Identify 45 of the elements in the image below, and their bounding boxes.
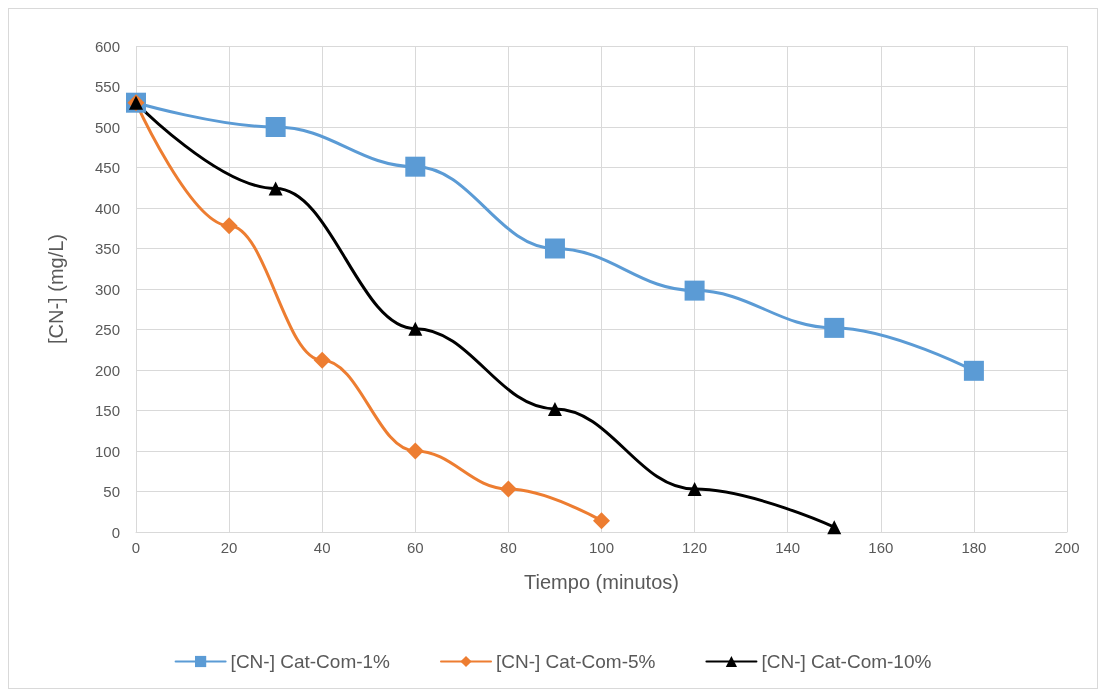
point xyxy=(408,321,423,336)
point xyxy=(544,238,565,259)
x-tick-label: 120 xyxy=(682,539,708,556)
point xyxy=(313,351,331,369)
y-tick-label: 150 xyxy=(94,402,120,419)
point xyxy=(827,520,842,535)
x-tick-label: 0 xyxy=(131,539,141,556)
y-tick-label: 50 xyxy=(103,483,120,500)
x-tick-label: 60 xyxy=(406,539,424,556)
y-tick-label: 100 xyxy=(94,442,120,460)
x-tick-label: 20 xyxy=(220,539,238,556)
x-tick-label: 180 xyxy=(961,539,987,556)
point xyxy=(268,181,283,196)
y-tick-label: 600 xyxy=(94,37,120,55)
point xyxy=(547,401,562,416)
y-tick-label: 200 xyxy=(94,361,120,379)
point xyxy=(824,317,845,338)
y-tick-label: 300 xyxy=(94,280,120,298)
y-axis-title: [CN-] (mg/L) xyxy=(45,234,67,344)
point xyxy=(406,442,424,460)
x-tick-label: 200 xyxy=(1054,539,1080,556)
legend-label: [CN-] Cat-Com-1% xyxy=(230,651,391,672)
y-tick-label: 350 xyxy=(94,240,120,257)
x-tick-label: 40 xyxy=(313,539,331,556)
x-tick-label: 80 xyxy=(500,539,517,556)
point xyxy=(405,156,426,177)
legend-label: [CN-] Cat-Com-10% xyxy=(761,651,932,672)
legend-label: [CN-] Cat-Com-5% xyxy=(496,651,656,672)
point xyxy=(265,117,286,137)
x-axis-title: Tiempo (minutos) xyxy=(524,571,679,593)
point xyxy=(220,217,238,235)
point xyxy=(499,480,517,498)
y-tick-label: 400 xyxy=(94,199,120,217)
y-tick-label: 500 xyxy=(94,118,120,136)
y-tick-label: 550 xyxy=(94,78,120,95)
y-tick-label: 0 xyxy=(111,523,120,541)
x-tick-label: 160 xyxy=(868,539,894,556)
point xyxy=(684,280,705,301)
point xyxy=(593,512,610,530)
y-tick-label: 450 xyxy=(94,159,120,176)
x-tick-label: 100 xyxy=(588,539,615,556)
x-tick-label: 140 xyxy=(775,539,801,556)
point xyxy=(687,482,702,497)
y-tick-label: 250 xyxy=(94,321,120,338)
point xyxy=(963,360,984,381)
